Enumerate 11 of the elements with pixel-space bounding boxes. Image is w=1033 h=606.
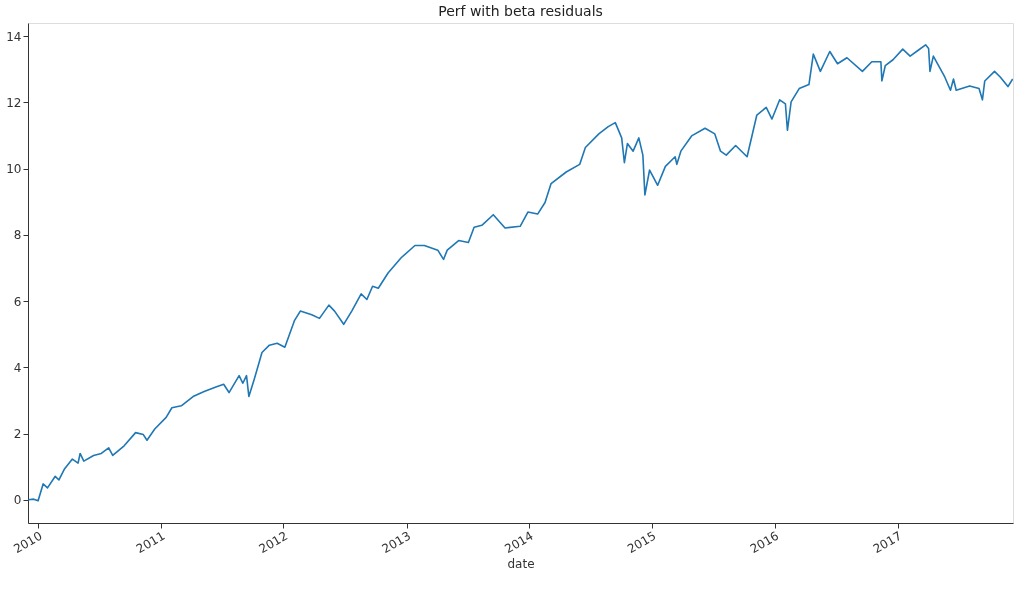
- x-axis-title: date: [507, 557, 535, 572]
- y-tick-label: 12: [6, 95, 22, 110]
- y-tick-label: 10: [6, 162, 22, 177]
- y-tick-label: 4: [13, 360, 22, 375]
- y-tick-label: 14: [6, 29, 22, 44]
- line-series: [28, 44, 1013, 502]
- y-tick-label: 0: [13, 493, 22, 508]
- y-tick-label: 6: [13, 294, 22, 309]
- chart-title: Perf with beta residuals: [438, 3, 603, 19]
- y-tick-label: 2: [13, 427, 22, 442]
- y-tick-label: 8: [13, 228, 22, 243]
